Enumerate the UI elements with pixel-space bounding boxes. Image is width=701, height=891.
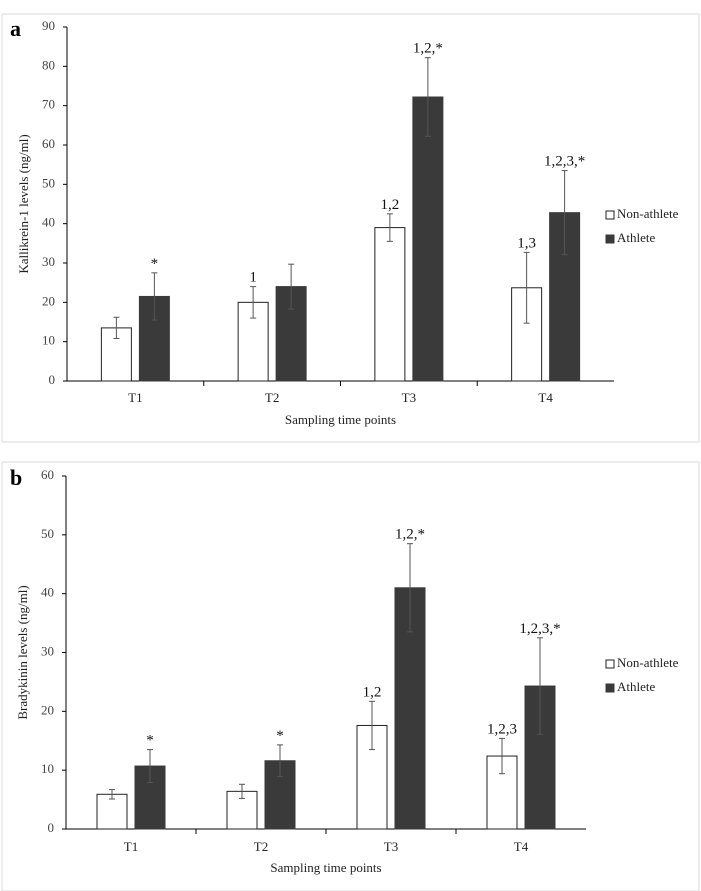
y-tick-label: 50 [42,175,55,190]
y-tick-label: 60 [42,136,55,151]
legend-swatch-non-athlete [605,210,615,220]
significance-label: 1,2,3,* [544,154,585,170]
significance-label: * [276,728,284,744]
y-tick-label: 30 [42,254,55,269]
bar-athlete [412,96,444,382]
y-axis-title: Kallikrein-1 levels (ng/ml) [16,134,31,273]
y-tick-label: 10 [42,333,55,348]
x-axis-title: Sampling time points [270,860,381,875]
significance-label: 1,3 [517,235,536,251]
legend-swatch-athlete [605,234,615,244]
significance-label: 1,2,* [413,41,443,57]
y-tick-label: 40 [42,215,55,230]
y-tick-label: 60 [41,467,54,482]
x-tick-label: T4 [514,839,529,854]
y-tick-label: 20 [42,293,55,308]
legend-label-non-athlete: Non-athlete [617,655,679,670]
bar-non-athlete [374,227,406,382]
x-tick-label: T3 [402,390,416,405]
legend: Non-athlete Athlete [605,655,679,694]
y-tick-label: 80 [42,57,55,72]
chart-panel-a: a 0 10 20 30 40 50 60 70 80 90 T1 * T2 1 T3 1,2 1,2,* T4 1,… [1,13,700,443]
y-tick-label: 0 [48,820,55,835]
x-tick-label: T2 [265,390,279,405]
significance-label: 1,2 [363,684,382,700]
x-tick-label: T1 [124,839,138,854]
x-tick-label: T2 [254,839,268,854]
bar-non-athlete [96,793,128,830]
y-tick-label: 0 [49,372,56,387]
panel-letter: a [10,16,21,41]
significance-label: 1,2,3,* [519,621,560,637]
significance-label: 1 [249,270,257,286]
y-axis-title: Bradykinin levels (ng/ml) [15,585,30,719]
y-tick-label: 40 [41,585,54,600]
legend-label-athlete: Athlete [617,679,655,694]
legend-swatch-non-athlete [605,659,615,669]
x-tick-label: T1 [128,390,142,405]
chart-panel-b: b 0 10 20 30 40 50 60 T1 * T2 * T3 1,2 1,2,* T4 1,2,3 1,2… [1,461,700,891]
significance-label: * [151,256,159,272]
y-tick-label: 10 [41,761,54,776]
significance-label: 1,2,3 [487,721,517,737]
y-tick-label: 70 [42,97,55,112]
panel-letter: b [10,465,22,490]
y-tick-label: 30 [41,643,54,658]
legend: Non-athlete Athlete [605,206,679,245]
significance-label: 1,2 [381,197,400,213]
legend-label-non-athlete: Non-athlete [617,206,679,221]
x-tick-label: T3 [384,839,398,854]
significance-label: * [146,733,154,749]
x-tick-label: T4 [538,390,553,405]
legend-swatch-athlete [605,683,615,693]
y-tick-label: 20 [41,702,54,717]
significance-label: 1,2,* [395,527,425,543]
legend-label-athlete: Athlete [617,230,655,245]
x-axis-title: Sampling time points [285,412,396,427]
y-tick-label: 90 [42,18,55,33]
y-tick-label: 50 [41,526,54,541]
